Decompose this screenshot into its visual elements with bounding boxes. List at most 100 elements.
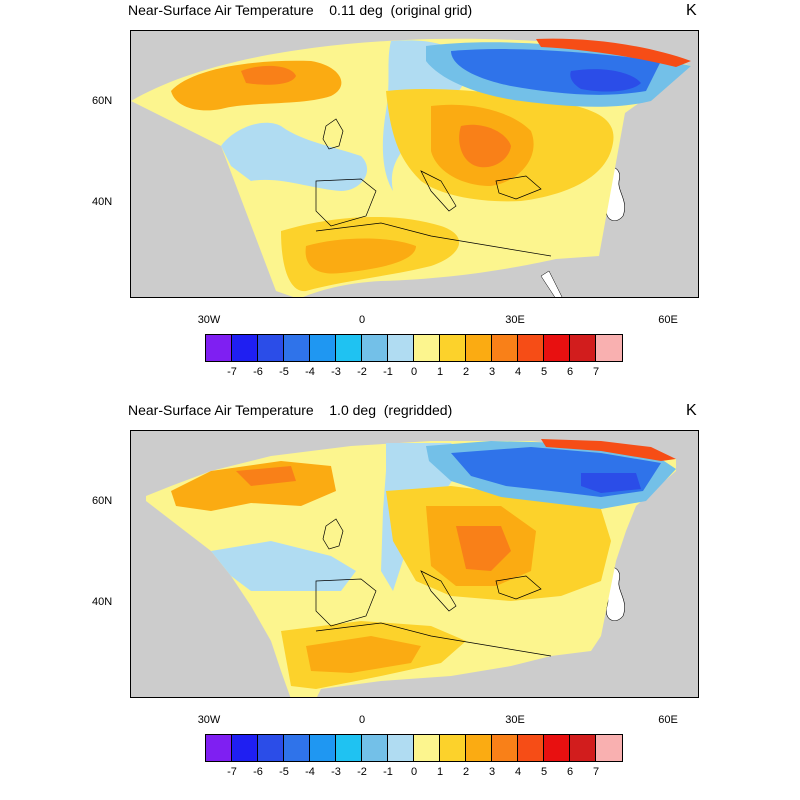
coastline-italy (420, 170, 457, 212)
colorbar-tick-label: -7 (227, 766, 237, 778)
y-tick-40n: 40N (92, 596, 113, 608)
colorbar-tick-label: -1 (383, 366, 393, 378)
colorbar-swatch (518, 735, 544, 761)
coastline-italy (420, 570, 457, 612)
colorbar-tick-label: 5 (540, 366, 548, 378)
y-tick-40n: 40N (92, 196, 113, 208)
colorbar-tick-label: -7 (227, 366, 237, 378)
colorbar-tick-label: 4 (514, 366, 522, 378)
colorbar-swatch (466, 735, 492, 761)
colorbar-swatch (414, 335, 440, 361)
coastline-africa (315, 222, 552, 257)
colorbar-swatch (206, 735, 232, 761)
hot-anomaly-arctic (541, 439, 676, 461)
colorbar (205, 334, 623, 362)
temperature-map (131, 431, 698, 697)
colorbar-tick-label: 6 (566, 366, 574, 378)
colorbar-swatch (440, 335, 466, 361)
colorbar-tick-label: -4 (305, 766, 315, 778)
red-sea-area (540, 270, 563, 297)
colorbar-tick-label: 3 (488, 766, 496, 778)
colorbar-swatch (544, 335, 570, 361)
x-tick-60e: 60E (658, 314, 678, 326)
warm-anomaly-iceland (171, 60, 342, 111)
colorbar-tick-label: 2 (462, 366, 470, 378)
cold-core-russia (581, 473, 641, 493)
unit-label: K (686, 402, 697, 419)
colorbar-swatch (232, 735, 258, 761)
colorbar-tick-label: 5 (540, 766, 548, 778)
hot-core-europe (456, 526, 511, 571)
colorbar-tick-label: 2 (462, 766, 470, 778)
x-tick-0: 0 (358, 314, 366, 326)
colorbar-swatch (232, 335, 258, 361)
colorbar-swatch (258, 335, 284, 361)
colorbar-swatch (492, 335, 518, 361)
warm-core-iceland (241, 65, 296, 85)
hot-core-europe (459, 124, 511, 168)
coastline-black-sea (495, 575, 542, 600)
panel-title: Near-Surface Air Temperature 0.11 deg (o… (128, 2, 473, 18)
colorbar-tick-label: -4 (305, 366, 315, 378)
x-tick-30e: 30E (505, 314, 525, 326)
coastline-africa (315, 622, 552, 657)
colorbar-swatch (206, 335, 232, 361)
coastline-britain (322, 518, 344, 550)
cool-anomaly-atlantic (211, 541, 356, 591)
colorbar-swatch (336, 735, 362, 761)
coastline-britain (322, 118, 344, 150)
colorbar-tick-label: 7 (592, 766, 600, 778)
colorbar-swatch (492, 735, 518, 761)
colorbar-tick-label: -6 (253, 366, 263, 378)
colorbar-tick-label: 3 (488, 366, 496, 378)
map-panel-original: Near-Surface Air Temperature 0.11 deg (o… (92, 2, 699, 378)
warm-core-iceland (236, 466, 296, 486)
colorbar-swatch (388, 335, 414, 361)
x-tick-60e: 60E (658, 714, 678, 726)
colorbar-swatch (596, 335, 622, 361)
colorbar-tick-label: -3 (331, 366, 341, 378)
colorbar-swatch (414, 735, 440, 761)
colorbar-swatch (362, 335, 388, 361)
colorbar-swatch (310, 335, 336, 361)
cold-core-russia (570, 69, 641, 92)
hot-anomaly-africa (306, 636, 421, 673)
temperature-map (131, 31, 698, 297)
hot-anomaly-africa (305, 238, 416, 274)
colorbar-tick-label: -5 (279, 366, 289, 378)
y-tick-60n: 60N (92, 495, 113, 507)
colorbar-swatch (310, 735, 336, 761)
x-tick-30w: 30W (197, 714, 221, 726)
map-panel-regridded: Near-Surface Air Temperature 1.0 deg (re… (0, 400, 800, 800)
colorbar-swatch (596, 735, 622, 761)
map-plot-area (130, 30, 699, 298)
colorbar-swatch (518, 335, 544, 361)
colorbar-swatch (284, 335, 310, 361)
colorbar-swatch (544, 735, 570, 761)
colorbar-tick-label: -3 (331, 766, 341, 778)
coastline-iberia (315, 578, 377, 627)
panel-title: Near-Surface Air Temperature 1.0 deg (re… (128, 402, 453, 418)
colorbar-tick-label: 0 (410, 366, 418, 378)
colorbar-tick-label: 4 (514, 766, 522, 778)
colorbar-tick-label: -1 (383, 766, 393, 778)
x-tick-30w: 30W (197, 314, 221, 326)
colorbar-swatch (570, 735, 596, 761)
map-plot-area (130, 430, 699, 698)
warm-anomaly-iceland (171, 461, 336, 511)
colorbar-swatch (570, 335, 596, 361)
colorbar-tick-label: 0 (410, 766, 418, 778)
coastline-black-sea (495, 175, 542, 200)
colorbar-swatch (362, 735, 388, 761)
colorbar-tick-label: -2 (357, 766, 367, 778)
x-tick-0: 0 (358, 714, 366, 726)
colorbar-swatch (388, 735, 414, 761)
colorbar-swatch (258, 735, 284, 761)
hot-anomaly-arctic (536, 38, 691, 67)
colorbar-tick-label: 1 (436, 766, 444, 778)
colorbar-tick-label: 1 (436, 366, 444, 378)
colorbar-swatch (466, 335, 492, 361)
colorbar-swatch (284, 735, 310, 761)
cool-anomaly-atlantic (221, 122, 368, 191)
unit-label: K (686, 2, 697, 19)
